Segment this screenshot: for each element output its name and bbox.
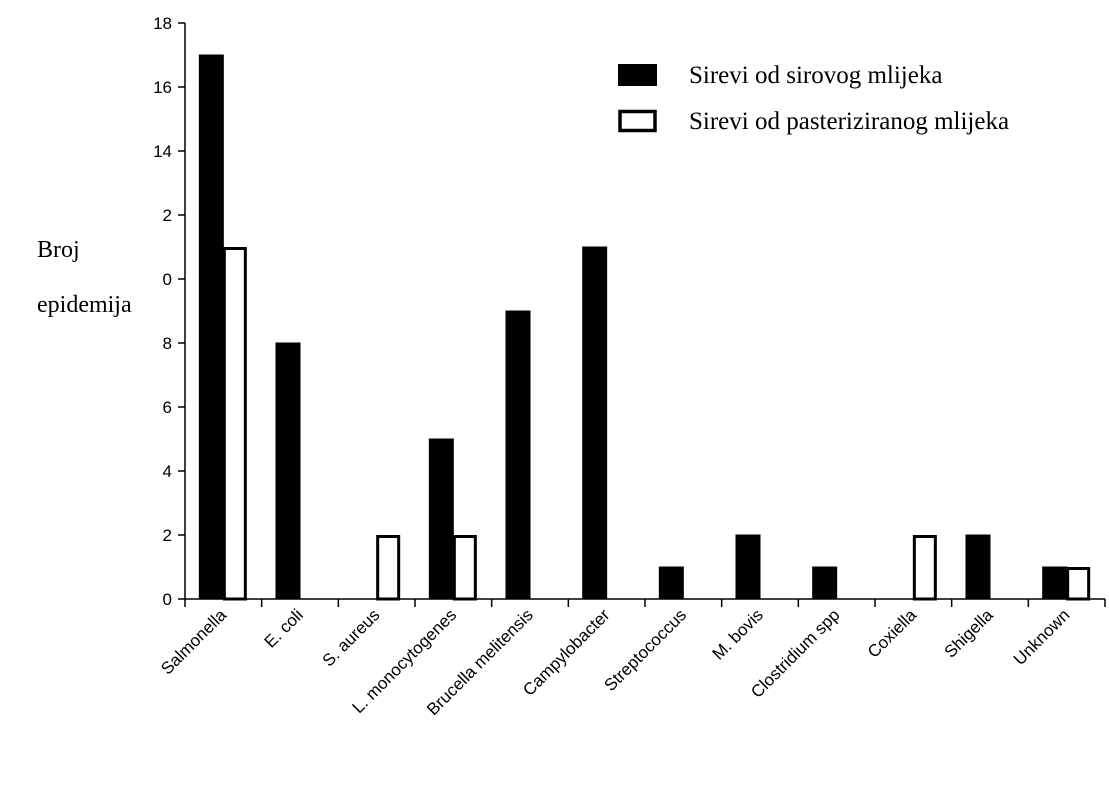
bar-raw-milk: [582, 246, 608, 600]
y-tick-label: 2: [163, 526, 172, 545]
bar-raw-milk: [812, 566, 838, 600]
y-axis-label: Broj epidemija: [37, 237, 132, 318]
category-label: Streptococcus: [601, 605, 691, 695]
x-axis: [184, 598, 1106, 607]
legend-label: Sirevi od pasteriziranog mlijeka: [689, 108, 1009, 135]
bar-raw-milk: [428, 438, 454, 600]
bar-raw-milk: [275, 342, 301, 600]
legend-swatch-raw-milk: [618, 64, 657, 86]
y-axis: 0 2 4 6 8 0 2 14 16 18: [153, 14, 186, 609]
bar-raw-milk: [1042, 566, 1068, 600]
y-tick-label: 0: [163, 590, 172, 609]
y-tick-label: 6: [163, 398, 172, 417]
y-tick-label: 2: [163, 206, 172, 225]
bar-raw-milk: [505, 310, 531, 600]
category-label: M. bovis: [709, 605, 767, 663]
y-tick-label: 14: [153, 142, 172, 161]
category-label: E. coli: [261, 605, 307, 651]
bar-raw-milk: [198, 54, 224, 600]
category-label: S. aureus: [319, 605, 384, 670]
bar-pasteurized-milk: [912, 535, 937, 601]
category-label: Unknown: [1010, 605, 1074, 669]
bar-raw-milk: [965, 534, 991, 600]
bar-pasteurized-milk: [452, 535, 477, 601]
y-tick-label: 0: [163, 270, 172, 289]
bar-raw-milk: [658, 566, 684, 600]
bar-pasteurized-milk: [222, 247, 247, 601]
legend-swatch-pasteurized-milk: [618, 109, 657, 133]
y-tick-label: 8: [163, 334, 172, 353]
y-tick-label: 16: [153, 78, 172, 97]
y-tick-label: 4: [163, 462, 172, 481]
bar-raw-milk: [735, 534, 761, 600]
y-tick-label: 18: [153, 14, 172, 33]
legend-label: Sirevi od sirovog mlijeka: [689, 62, 942, 89]
category-label: Shigella: [941, 605, 998, 662]
y-axis-label-line: epidemija: [37, 292, 132, 318]
legend: Sirevi od sirovog mlijeka Sirevi od paste…: [618, 62, 1009, 135]
bars: [198, 54, 1091, 601]
y-axis-label-line: Broj: [37, 237, 80, 263]
category-label: Salmonella: [157, 605, 230, 678]
category-label: Coxiella: [864, 605, 921, 662]
bar-pasteurized-milk: [376, 535, 401, 601]
bar-pasteurized-milk: [1066, 567, 1091, 601]
